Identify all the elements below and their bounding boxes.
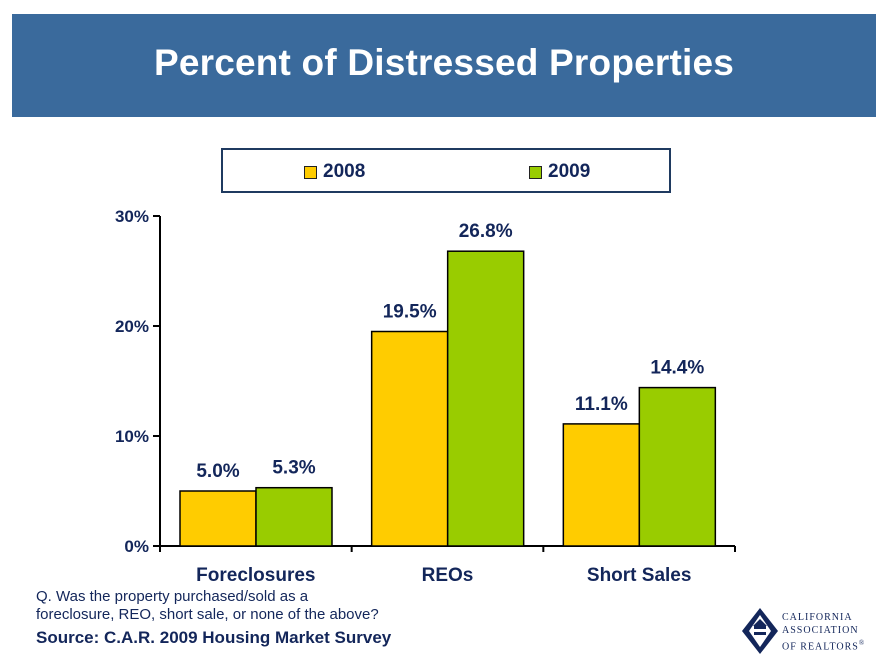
legend-label-2008: 2008 xyxy=(323,161,366,182)
data-label: 19.5% xyxy=(383,302,437,323)
question-line-1: Q. Was the property purchased/sold as a xyxy=(36,588,309,605)
car-logo-text: CALIFORNIA ASSOCIATION OF REALTORS® xyxy=(782,611,865,653)
legend-swatch-2008 xyxy=(304,165,317,179)
bar-reos-2009 xyxy=(446,250,525,547)
data-label: 14.4% xyxy=(650,358,704,379)
survey-question: Q. Was the property purchased/sold as a … xyxy=(36,588,456,624)
logo-line-3: OF REALTORS xyxy=(782,641,859,653)
title-banner: Percent of Distressed Properties xyxy=(12,14,876,117)
bar-short-sales-2008 xyxy=(562,423,641,547)
source-note: Source: C.A.R. 2009 Housing Market Surve… xyxy=(36,628,392,647)
car-logo: CALIFORNIA ASSOCIATION OF REALTORS® xyxy=(740,606,870,658)
y-tick-label: 30% xyxy=(115,207,149,226)
logo-line-1: CALIFORNIA xyxy=(782,612,853,623)
bar-short-sales-2009 xyxy=(638,386,717,547)
legend-item-2008: 2008 xyxy=(304,161,365,183)
y-tick-label: 20% xyxy=(115,317,149,336)
y-tick-label: 0% xyxy=(124,537,149,556)
page-title: Percent of Distressed Properties xyxy=(153,41,735,83)
data-label: 26.8% xyxy=(459,221,513,242)
x-category-label: Short Sales xyxy=(587,565,692,586)
bar-foreclosures-2008 xyxy=(179,490,257,547)
bar-foreclosures-2009 xyxy=(255,486,333,547)
legend-label-2009: 2009 xyxy=(548,161,591,182)
bar-reos-2008 xyxy=(370,330,449,547)
car-logo-mark-icon xyxy=(742,608,778,654)
logo-line-2: ASSOCIATION xyxy=(782,625,859,636)
legend-swatch-2009 xyxy=(529,165,542,179)
data-label: 5.3% xyxy=(272,458,315,479)
data-label: 5.0% xyxy=(196,461,239,482)
x-category-label: Foreclosures xyxy=(196,565,315,586)
question-line-2: foreclosure, REO, short sale, or none of… xyxy=(36,606,379,623)
chart-legend: 2008 2009 xyxy=(221,148,671,193)
data-label: 11.1% xyxy=(575,394,628,415)
x-category-label: REOs xyxy=(422,565,474,586)
legend-item-2009: 2009 xyxy=(529,161,590,183)
logo-registered-mark: ® xyxy=(858,639,866,647)
y-tick-label: 10% xyxy=(115,427,149,446)
